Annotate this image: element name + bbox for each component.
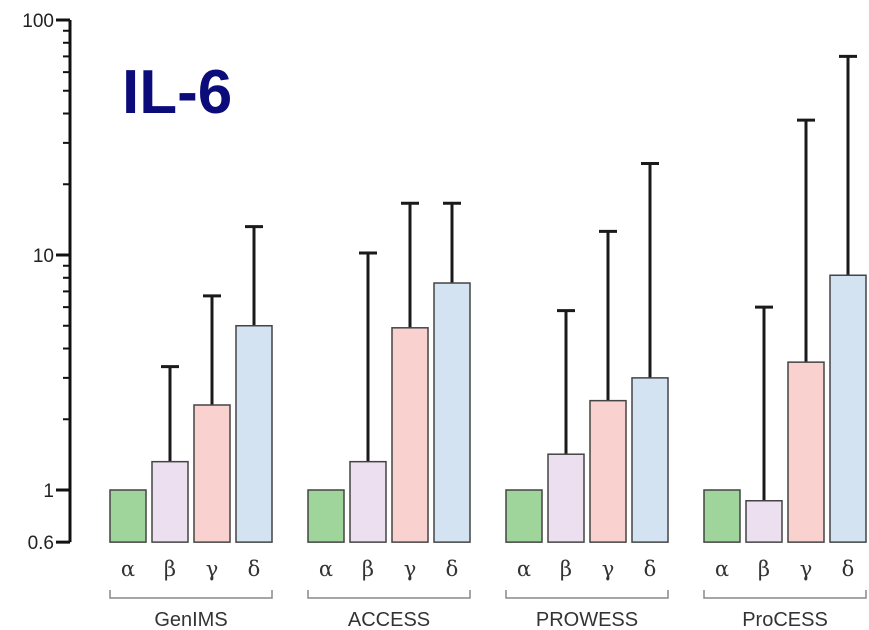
bar (631, 377, 669, 543)
category-label: γ (206, 557, 219, 581)
bar (235, 324, 273, 543)
y-tick-label: 10 (33, 246, 54, 267)
category-label: δ (248, 557, 261, 581)
category-label: β (362, 557, 374, 581)
chart-title: IL-6 (122, 58, 232, 127)
group-bracket (109, 590, 273, 599)
bar (703, 489, 741, 543)
category-label: δ (446, 557, 459, 581)
bar (745, 500, 783, 543)
bar (151, 460, 189, 543)
bar (109, 489, 147, 543)
x-axis-labels: α β γ δ GenIMS α β γ δ ACCESS α β γ δ PROWESS α β γ δ ProCE… (109, 557, 867, 630)
category-label: α (319, 557, 333, 581)
bar (589, 399, 627, 543)
group-label: ACCESS (348, 609, 430, 630)
y-axis: 0.6 1 10 100 (22, 11, 72, 554)
bar (391, 327, 429, 543)
bar (433, 282, 471, 543)
group-label: ProCESS (742, 609, 828, 630)
category-label: α (121, 557, 135, 581)
y-tick-label: 100 (22, 11, 54, 32)
category-label: β (164, 557, 176, 581)
y-tick-label: 0.6 (28, 533, 54, 554)
bar (193, 404, 231, 543)
category-label: γ (404, 557, 417, 581)
category-label: δ (644, 557, 657, 581)
category-label: γ (602, 557, 615, 581)
bar (349, 460, 387, 543)
plot-area (109, 54, 867, 543)
group-label: PROWESS (536, 609, 638, 630)
bar (307, 489, 345, 543)
category-label: δ (842, 557, 855, 581)
category-label: β (560, 557, 572, 581)
category-label: β (758, 557, 770, 581)
bar (787, 361, 825, 543)
group-bracket (703, 590, 867, 599)
bar (829, 274, 867, 543)
bar (547, 453, 585, 543)
group-label: GenIMS (154, 609, 227, 630)
bar (505, 489, 543, 543)
group-bracket (505, 590, 669, 599)
group-bracket (307, 590, 471, 599)
category-label: α (715, 557, 729, 581)
y-tick-label: 1 (43, 481, 54, 502)
category-label: γ (800, 557, 813, 581)
category-label: α (517, 557, 531, 581)
